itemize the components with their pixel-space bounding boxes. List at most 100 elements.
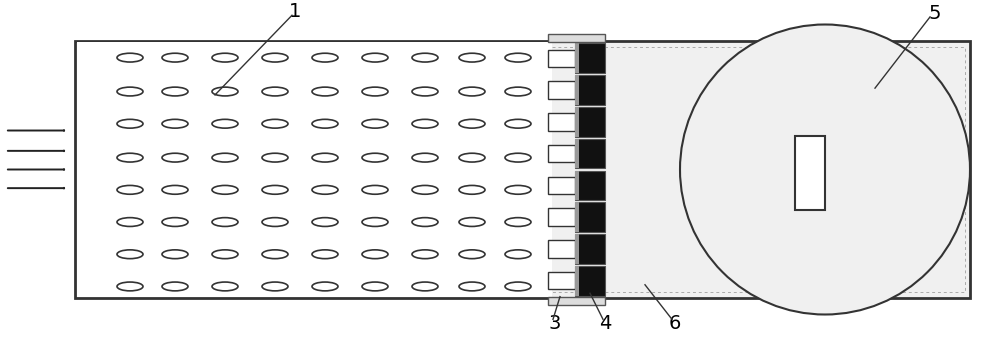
Circle shape [459, 250, 485, 259]
Circle shape [505, 153, 531, 162]
Circle shape [212, 119, 238, 128]
Circle shape [117, 87, 143, 96]
Circle shape [505, 119, 531, 128]
Circle shape [459, 185, 485, 194]
Circle shape [412, 218, 438, 226]
Bar [548, 208, 575, 226]
Circle shape [262, 87, 288, 96]
Bar [548, 34, 605, 42]
Circle shape [459, 119, 485, 128]
Bar [80, 47, 965, 292]
Text: 5: 5 [929, 4, 941, 23]
Circle shape [312, 185, 338, 194]
Circle shape [505, 250, 531, 259]
Circle shape [362, 185, 388, 194]
Bar [75, 41, 970, 298]
Circle shape [212, 53, 238, 62]
Circle shape [412, 185, 438, 194]
Bar [575, 107, 579, 137]
Circle shape [162, 218, 188, 226]
Circle shape [117, 218, 143, 226]
Circle shape [362, 53, 388, 62]
Circle shape [312, 87, 338, 96]
Circle shape [162, 250, 188, 259]
Bar [575, 75, 605, 105]
Circle shape [262, 282, 288, 291]
Circle shape [162, 119, 188, 128]
Circle shape [362, 282, 388, 291]
Bar [795, 136, 825, 210]
Circle shape [362, 250, 388, 259]
Circle shape [312, 218, 338, 226]
Circle shape [262, 185, 288, 194]
Ellipse shape [680, 24, 970, 315]
Circle shape [505, 185, 531, 194]
Circle shape [212, 250, 238, 259]
Circle shape [505, 87, 531, 96]
Circle shape [362, 218, 388, 226]
Bar [548, 145, 575, 162]
Circle shape [505, 53, 531, 62]
Bar [575, 171, 579, 200]
Circle shape [262, 119, 288, 128]
Bar [548, 177, 575, 194]
Circle shape [117, 53, 143, 62]
Bar [548, 240, 575, 258]
Circle shape [362, 87, 388, 96]
Circle shape [262, 218, 288, 226]
Circle shape [312, 153, 338, 162]
Circle shape [412, 87, 438, 96]
Circle shape [162, 87, 188, 96]
Bar [575, 202, 605, 232]
Circle shape [212, 218, 238, 226]
Text: 3: 3 [549, 314, 561, 333]
Circle shape [412, 119, 438, 128]
Circle shape [117, 185, 143, 194]
Text: 1: 1 [289, 2, 301, 21]
Bar [548, 272, 575, 290]
Circle shape [162, 53, 188, 62]
Bar [575, 171, 605, 200]
Circle shape [212, 153, 238, 162]
Bar [575, 202, 579, 232]
Bar [77, 42, 552, 297]
Circle shape [459, 87, 485, 96]
Bar [575, 266, 579, 296]
Circle shape [412, 53, 438, 62]
Circle shape [412, 282, 438, 291]
Circle shape [412, 153, 438, 162]
Bar [575, 139, 605, 168]
Circle shape [117, 153, 143, 162]
Circle shape [459, 53, 485, 62]
Bar [575, 139, 579, 168]
Circle shape [262, 250, 288, 259]
Circle shape [312, 282, 338, 291]
Circle shape [117, 119, 143, 128]
Circle shape [505, 282, 531, 291]
Circle shape [262, 53, 288, 62]
Bar [548, 297, 605, 305]
Bar [575, 107, 605, 137]
Circle shape [459, 153, 485, 162]
Text: 4: 4 [599, 314, 611, 333]
Circle shape [117, 282, 143, 291]
Circle shape [212, 282, 238, 291]
Circle shape [362, 153, 388, 162]
Circle shape [459, 282, 485, 291]
Circle shape [212, 185, 238, 194]
Circle shape [505, 218, 531, 226]
Circle shape [162, 153, 188, 162]
Circle shape [117, 250, 143, 259]
Circle shape [459, 218, 485, 226]
Bar [548, 49, 575, 67]
Bar [575, 43, 579, 73]
Circle shape [312, 53, 338, 62]
Bar [575, 266, 605, 296]
Circle shape [312, 119, 338, 128]
Bar [548, 81, 575, 99]
Circle shape [412, 250, 438, 259]
Bar [575, 75, 579, 105]
Circle shape [262, 153, 288, 162]
Circle shape [212, 87, 238, 96]
Circle shape [312, 250, 338, 259]
